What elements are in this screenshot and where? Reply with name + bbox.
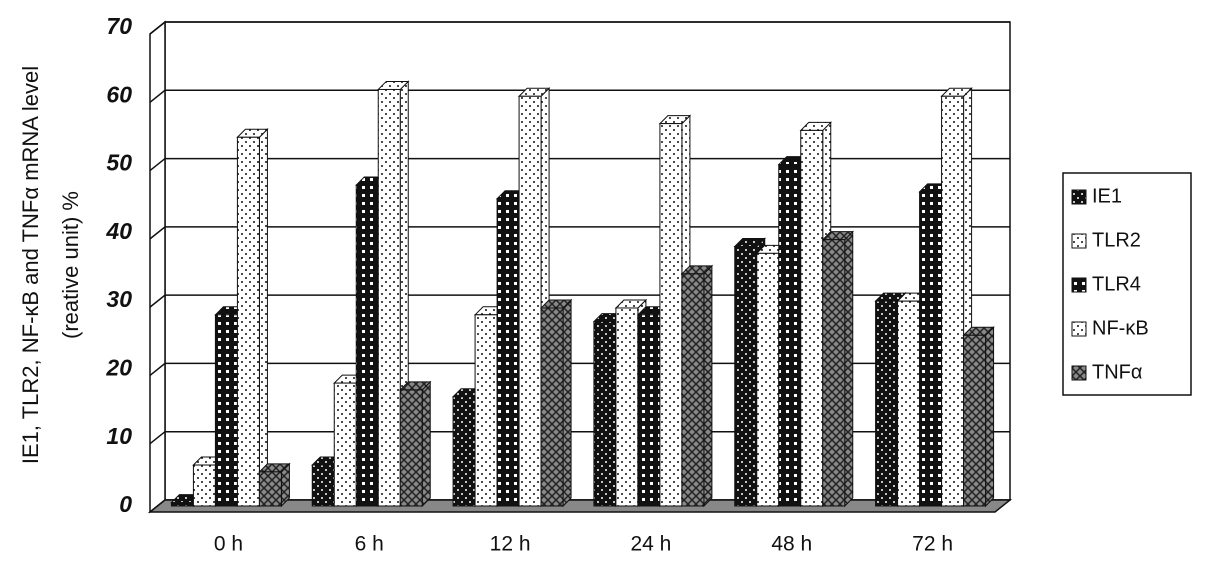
y-tick-label: 40: [105, 218, 132, 244]
bar: [778, 164, 802, 507]
x-tick-label: 6 h: [355, 533, 384, 556]
grid-line: [149, 89, 1010, 103]
legend-label: TLR2: [1092, 229, 1141, 251]
bar: [236, 136, 260, 507]
bar: [311, 464, 335, 507]
bar: [756, 252, 780, 507]
bar: [474, 314, 498, 507]
bar: [941, 95, 965, 507]
bar: [734, 246, 758, 507]
bar: [540, 307, 564, 507]
bar: [333, 382, 357, 507]
legend-swatch: [1071, 365, 1087, 381]
grid-line: [149, 362, 1010, 377]
bar: [496, 198, 520, 507]
grid-line: [149, 21, 1010, 35]
y-tick-label: 30: [106, 286, 132, 312]
bar: [355, 184, 379, 507]
bar: [399, 389, 423, 507]
bar: [963, 334, 987, 507]
grid-line: [149, 294, 1010, 308]
bar: [170, 502, 194, 507]
bar-side: [258, 128, 268, 508]
legend-swatch: [1071, 277, 1087, 293]
bar: [800, 129, 824, 507]
bar-side: [703, 264, 713, 508]
bar-side: [421, 380, 431, 508]
bar: [659, 123, 683, 507]
x-tick-label: 12 h: [490, 533, 531, 556]
bar: [615, 307, 639, 507]
bar: [681, 273, 705, 507]
x-tick-label: 24 h: [630, 533, 671, 556]
bar: [897, 300, 921, 507]
bar: [919, 191, 943, 507]
bar: [518, 95, 542, 507]
bar: [822, 239, 846, 507]
legend-label: IE1: [1092, 185, 1122, 207]
bar: [875, 300, 899, 507]
y-tick-label: 0: [119, 491, 132, 517]
y-label-line: IE1, TLR2, NF-κB and TNFα mRNA level: [18, 66, 43, 464]
grid-line: [149, 226, 1010, 240]
bar: [377, 88, 401, 507]
y-tick-label: 50: [106, 150, 132, 176]
x-tick-label: 48 h: [771, 533, 812, 556]
x-tick-label: 72 h: [912, 533, 953, 556]
bar: [452, 396, 476, 507]
bar-side: [985, 326, 995, 508]
bar-side: [844, 230, 854, 508]
grid-line: [149, 157, 1010, 172]
y-tick-label: 20: [105, 355, 132, 381]
x-tick-label: 0 h: [214, 533, 243, 556]
legend-label: TNFα: [1092, 361, 1142, 383]
y-label: IE1, TLR2, NF-κB and TNFα mRNA level (re…: [18, 66, 83, 464]
legend-swatch: [1071, 189, 1087, 205]
bar: [258, 471, 282, 507]
legend-swatch: [1071, 321, 1087, 337]
bar: [192, 464, 216, 507]
bar: [593, 321, 617, 507]
bar: [637, 314, 661, 507]
legend-label: TLR4: [1092, 273, 1141, 295]
y-tick-label: 10: [106, 423, 132, 449]
y-tick-label: 60: [106, 81, 132, 107]
bar: [214, 314, 238, 507]
grid-line: [149, 430, 1010, 445]
y-label-line: (reative unit) %: [58, 191, 83, 339]
legend-label: NF-κB: [1092, 317, 1149, 339]
y-tick-label: 70: [106, 13, 132, 39]
legend-swatch: [1071, 233, 1087, 249]
bar-side: [562, 298, 572, 508]
